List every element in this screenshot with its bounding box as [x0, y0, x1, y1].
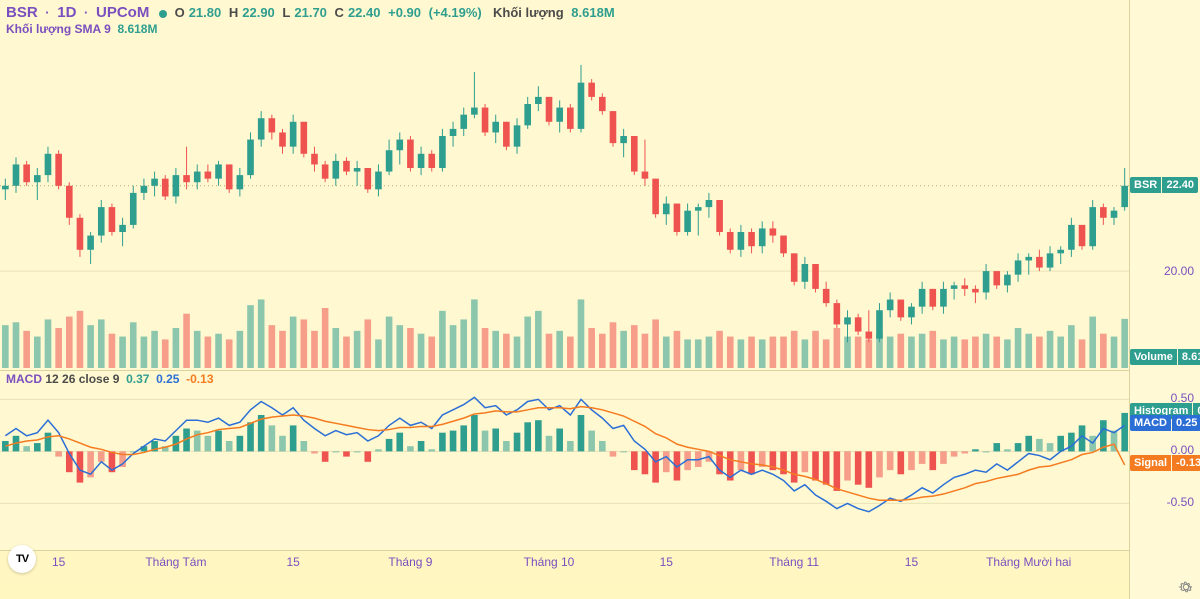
macd-signal-val: -0.13	[186, 372, 213, 386]
time-axis-label: 15	[52, 555, 65, 575]
axis-tick-label: 20.00	[1164, 264, 1194, 278]
ohlc-high-label: H	[229, 5, 238, 20]
time-axis-label: Tháng 9	[388, 555, 432, 575]
tradingview-logo-icon[interactable]: TV	[8, 545, 36, 573]
change-val: +0.90	[388, 5, 421, 20]
symbol-header[interactable]: BSR · 1D · UPCoM O21.80 H22.90 L21.70 C2…	[6, 4, 619, 21]
ohlc-high-val: 22.90	[242, 5, 275, 20]
candlestick-chart[interactable]	[0, 0, 1130, 370]
macd-header[interactable]: MACD 12 26 close 9 0.37 0.25 -0.13	[6, 372, 214, 386]
time-axis-label: Tháng Tám	[145, 555, 206, 575]
time-axis-label: Tháng Mười hai	[986, 555, 1071, 575]
change-pct: (+4.19%)	[429, 5, 482, 20]
exchange[interactable]: UPCoM	[96, 4, 149, 21]
macd-label: MACD	[6, 372, 42, 386]
settings-gear-icon[interactable]	[1178, 579, 1194, 595]
axis-badge: MACD0.25	[1130, 415, 1198, 431]
macd-pane[interactable]: MACD 12 26 close 9 0.37 0.25 -0.13	[0, 370, 1200, 550]
indicator-row[interactable]: Khối lượng SMA 9 8.618M	[6, 22, 157, 36]
ohlc-open-label: O	[175, 5, 185, 20]
volume-val: 8.618M	[571, 5, 614, 20]
axis-tick-label: -0.50	[1167, 495, 1194, 509]
price-pane[interactable]: BSR · 1D · UPCoM O21.80 H22.90 L21.70 C2…	[0, 0, 1200, 370]
ohlc-close-label: C	[335, 5, 344, 20]
time-axis[interactable]: 15 Tháng Tám 15 Tháng 9 Tháng 10 15 Tháng 11 15…	[0, 550, 1130, 575]
macd-line-val: 0.25	[156, 372, 179, 386]
axis-badge: Signal-0.13	[1130, 455, 1198, 471]
time-axis-label: Tháng 11	[769, 555, 819, 575]
time-axis-label: 15	[905, 555, 918, 575]
ohlc-open-val: 21.80	[189, 5, 222, 20]
sma-label: Khối lượng SMA 9	[6, 22, 111, 36]
price-axis[interactable]: 20.00BSR22.40Volume8.618M0.500.00-0.50Hi…	[1129, 0, 1200, 599]
ohlc-low-label: L	[282, 5, 290, 20]
symbol-code[interactable]: BSR	[6, 4, 38, 21]
time-axis-label: 15	[660, 555, 673, 575]
volume-label: Khối lượng	[493, 5, 564, 20]
macd-chart[interactable]	[0, 370, 1130, 551]
status-dot-icon	[159, 10, 167, 18]
macd-hist-val: 0.37	[126, 372, 149, 386]
axis-badge: BSR22.40	[1130, 177, 1198, 193]
sma-val: 8.618M	[117, 22, 157, 36]
axis-badge: Volume8.618M	[1130, 349, 1198, 365]
time-axis-label: 15	[286, 555, 299, 575]
time-axis-label: Tháng 10	[524, 555, 575, 575]
macd-params: 12 26 close 9	[45, 372, 119, 386]
ohlc-low-val: 21.70	[294, 5, 327, 20]
ohlc-close-val: 22.40	[348, 5, 381, 20]
interval[interactable]: 1D	[57, 4, 76, 21]
